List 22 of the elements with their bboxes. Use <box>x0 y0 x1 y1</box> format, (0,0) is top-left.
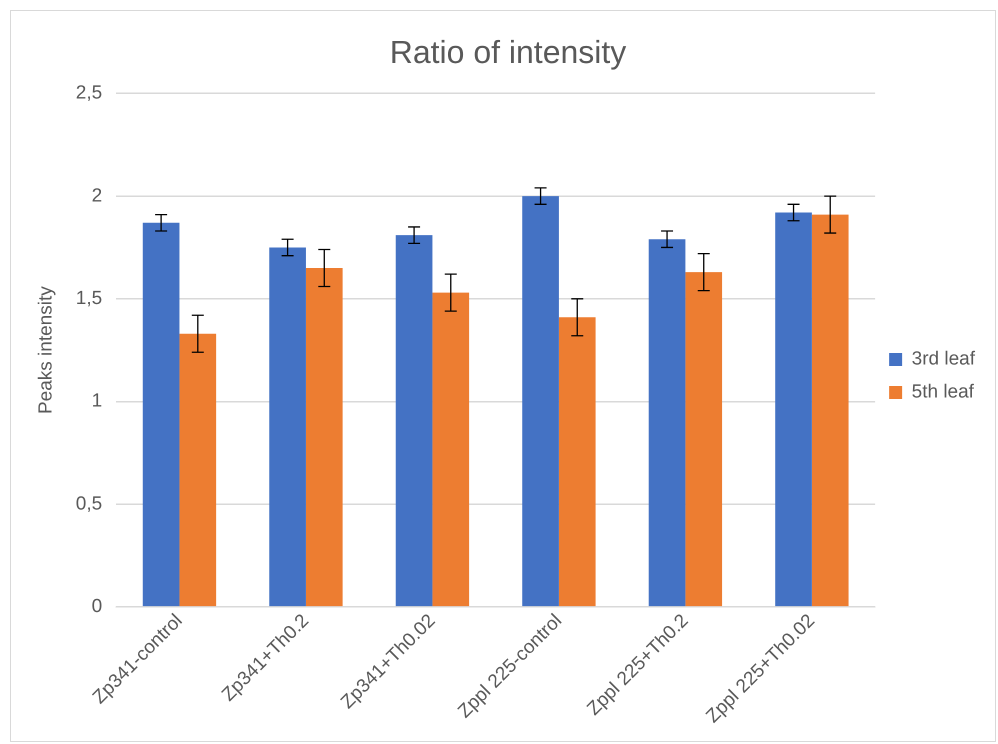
y-axis-title: Peaks intensity <box>36 286 57 414</box>
bar <box>775 212 812 606</box>
bar <box>306 268 343 606</box>
chart-title: Ratio of intensity <box>390 34 626 70</box>
bar <box>685 272 722 606</box>
y-tick-label: 0,5 <box>76 493 102 514</box>
bar <box>179 334 216 606</box>
bar <box>558 317 596 606</box>
legend-label: 3rd leaf <box>912 348 976 370</box>
bar <box>142 222 180 606</box>
y-tick-label: 0 <box>92 596 102 618</box>
y-tick-label: 2 <box>92 185 102 206</box>
y-tick-label: 1 <box>92 390 102 412</box>
bar <box>812 214 849 606</box>
legend-label: 5th leaf <box>912 382 975 403</box>
bar <box>648 239 686 606</box>
y-tick-label: 2,5 <box>76 82 102 104</box>
y-tick-label: 1,5 <box>76 288 102 310</box>
bar <box>522 196 559 606</box>
bar <box>396 235 432 606</box>
bar <box>432 292 470 606</box>
bar <box>269 247 306 606</box>
